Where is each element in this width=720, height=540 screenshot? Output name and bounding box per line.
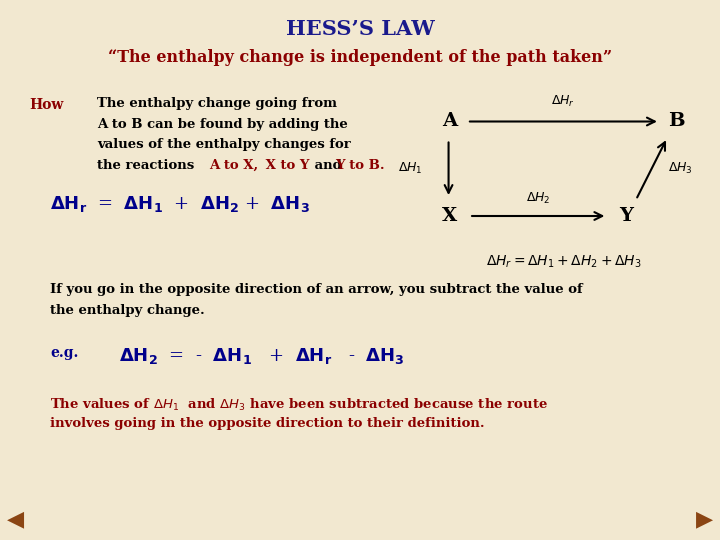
Text: Y to B.: Y to B.	[335, 159, 384, 172]
Text: ◀: ◀	[7, 509, 24, 530]
Text: values of the enthalpy changes for: values of the enthalpy changes for	[97, 138, 351, 151]
Text: X: X	[442, 207, 458, 225]
Text: $\Delta H_1$: $\Delta H_1$	[398, 161, 423, 176]
Text: A to X,: A to X,	[209, 159, 258, 172]
Text: ▶: ▶	[696, 509, 713, 530]
Text: $\Delta H_r = \Delta H_1 + \Delta H_2 + \Delta H_3$: $\Delta H_r = \Delta H_1 + \Delta H_2 + …	[485, 254, 642, 270]
Text: and: and	[310, 159, 346, 172]
Text: X to Y: X to Y	[261, 159, 310, 172]
Text: The values of $\Delta H_1$  and $\Delta H_3$ have been subtracted because the ro: The values of $\Delta H_1$ and $\Delta H…	[50, 397, 549, 413]
Text: $\mathbf{\Delta H_r}$  =  $\mathbf{\Delta H_1}$  +  $\mathbf{\Delta H_2}$ +  $\m: $\mathbf{\Delta H_r}$ = $\mathbf{\Delta …	[50, 194, 310, 214]
Text: How: How	[29, 98, 63, 112]
Text: involves going in the opposite direction to their definition.: involves going in the opposite direction…	[50, 417, 485, 430]
Text: the enthalpy change.: the enthalpy change.	[50, 304, 205, 317]
Text: If you go in the opposite direction of an arrow, you subtract the value of: If you go in the opposite direction of a…	[50, 284, 583, 296]
Text: HESS’S LAW: HESS’S LAW	[286, 19, 434, 39]
Text: “The enthalpy change is independent of the path taken”: “The enthalpy change is independent of t…	[108, 49, 612, 65]
Text: e.g.: e.g.	[50, 346, 78, 360]
Text: $\Delta H_r$: $\Delta H_r$	[552, 93, 575, 109]
Text: $\Delta H_3$: $\Delta H_3$	[668, 161, 693, 176]
Text: $\mathbf{\Delta H_2}$  =  -  $\mathbf{\Delta H_1}$   +  $\mathbf{\Delta H_r}$   : $\mathbf{\Delta H_2}$ = - $\mathbf{\Delt…	[119, 346, 405, 366]
Text: $\Delta H_2$: $\Delta H_2$	[526, 191, 551, 206]
Text: B: B	[668, 112, 685, 131]
Text: The enthalpy change going from: The enthalpy change going from	[97, 97, 337, 110]
Text: the reactions: the reactions	[97, 159, 199, 172]
Text: A: A	[442, 112, 458, 131]
Text: A to B can be found by adding the: A to B can be found by adding the	[97, 118, 348, 131]
Text: Y: Y	[619, 207, 634, 225]
